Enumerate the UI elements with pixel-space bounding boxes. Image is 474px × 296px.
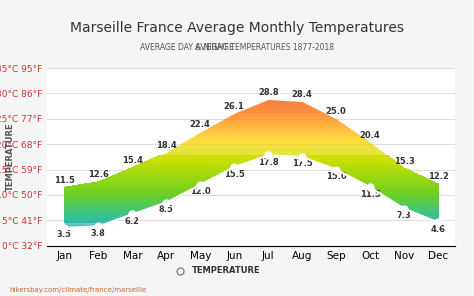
Text: 7.3: 7.3 [397,211,411,220]
Point [61,226,68,230]
Point [196,182,204,187]
Point [264,153,272,158]
Text: 8.5: 8.5 [159,205,174,214]
Point [332,167,340,172]
Point [230,165,238,169]
Text: 26.1: 26.1 [224,102,245,111]
Text: Marseille France Average Monthly Temperatures: Marseille France Average Monthly Tempera… [70,21,404,35]
Text: 17.8: 17.8 [258,158,279,167]
Point [299,155,306,159]
Text: 3.5: 3.5 [57,231,72,239]
Text: 28.8: 28.8 [258,88,279,97]
Text: 3.8: 3.8 [91,229,106,238]
Point [434,220,442,225]
Text: TEMPERATURE: TEMPERATURE [6,123,15,191]
Point [366,185,374,190]
Text: 12.2: 12.2 [428,172,448,181]
Text: 15.5: 15.5 [224,170,245,178]
Text: 15.3: 15.3 [394,157,414,165]
Text: 6.2: 6.2 [125,217,140,226]
Text: 17.5: 17.5 [292,160,312,168]
Text: 11.5: 11.5 [54,176,75,185]
Text: AVERAGE DAY & NIGHT TEMPERATURES 1877-2018: AVERAGE DAY & NIGHT TEMPERATURES 1877-20… [140,43,334,52]
Text: 12.0: 12.0 [190,187,210,196]
Text: 4.6: 4.6 [430,225,446,234]
Point [400,206,408,211]
Point [94,224,102,229]
Text: hikersbay.com/climate/france/marseille: hikersbay.com/climate/france/marseille [9,287,147,293]
Point [128,212,136,217]
Text: AVERAGE: AVERAGE [195,43,237,52]
Text: 15.0: 15.0 [326,172,346,181]
Text: 15.4: 15.4 [122,156,143,165]
Text: 11.5: 11.5 [360,190,381,199]
Text: 18.4: 18.4 [156,141,177,150]
Text: 12.6: 12.6 [88,170,109,179]
Point [163,200,170,205]
Text: 28.4: 28.4 [292,90,312,99]
Point [363,201,370,206]
Text: TEMPERATURE: TEMPERATURE [191,266,260,275]
Text: 20.4: 20.4 [360,131,381,140]
Text: 25.0: 25.0 [326,107,346,116]
Text: 22.4: 22.4 [190,120,211,129]
